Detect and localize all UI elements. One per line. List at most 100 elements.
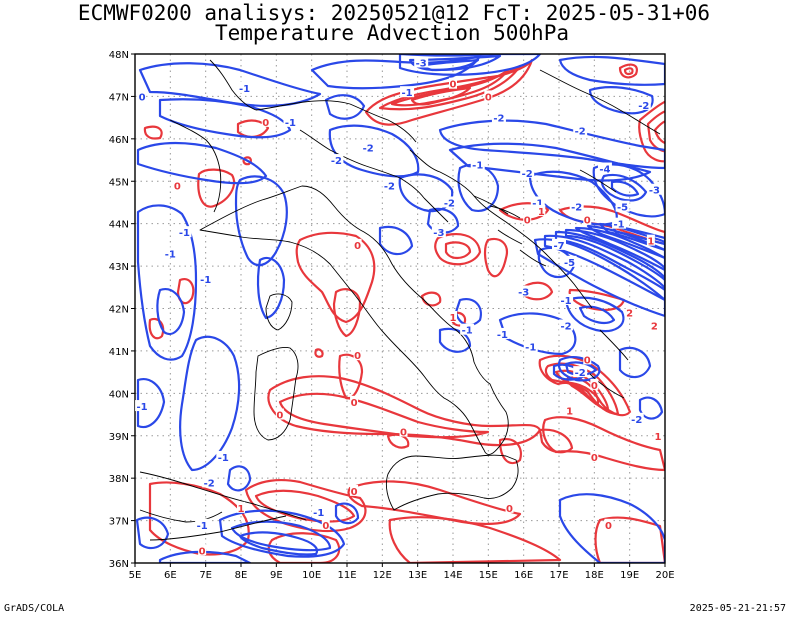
contour-label-background: [537, 204, 546, 216]
contour-label: -5: [617, 203, 628, 214]
negative-advection-contours: [135, 54, 665, 563]
contour-label-background: [431, 226, 446, 238]
contour-label: -7: [553, 241, 564, 252]
latitude-tick-label: 39N: [109, 432, 129, 443]
contour-label-background: [449, 77, 457, 89]
map-title-field: Temperature Advection 500hPa: [214, 21, 569, 45]
contour-label: -1: [179, 228, 190, 239]
contour-label-background: [460, 323, 475, 335]
contour-label-background: [569, 200, 584, 212]
contour-label: -1: [497, 330, 508, 341]
contour-label: 0: [354, 351, 361, 362]
contour-label-background: [353, 349, 362, 361]
latitude-tick-label: 43N: [109, 262, 129, 273]
longitude-tick-label: 6E: [164, 570, 177, 581]
contour-label-background: [573, 366, 588, 378]
contour-label-background: [484, 90, 493, 102]
latitude-tick-label: 47N: [109, 92, 129, 103]
contour-label: 0: [584, 355, 591, 366]
contour-label-background: [597, 162, 612, 174]
contour-label: 0: [450, 80, 457, 91]
contour-label-background: [650, 319, 659, 331]
contour-label-background: [138, 90, 147, 102]
footer-timestamp: 2025-05-21-21:57: [689, 603, 786, 614]
contour-label: 2: [651, 321, 658, 332]
longitude-tick-label: 16E: [514, 570, 533, 581]
longitude-tick-label: 19E: [620, 570, 639, 581]
contour-label: -2: [444, 198, 455, 209]
contour-label-background: [353, 238, 362, 250]
contour-label-background: [653, 429, 662, 441]
longitude-tick-label: 10E: [302, 570, 321, 581]
contour-label: -5: [564, 258, 575, 269]
contour-label-background: [573, 124, 588, 136]
lat-lon-grid: [135, 54, 665, 563]
contour-label-background: [615, 200, 630, 212]
contour-label: 0: [591, 381, 598, 392]
latitude-tick-label: 45N: [109, 177, 129, 188]
contour-label-background: [202, 476, 217, 488]
contour-label-background: [350, 484, 359, 496]
contour-label: 0: [400, 428, 407, 439]
contour-label: 0: [276, 411, 283, 422]
contour-label: -2: [571, 203, 582, 214]
contour-label-background: [559, 294, 574, 306]
contour-label: 1: [647, 237, 654, 248]
longitude-tick-label: 13E: [408, 570, 427, 581]
contour-label: 0: [605, 521, 612, 532]
contour-label-background: [562, 255, 577, 267]
latitude-tick-label: 44N: [109, 220, 129, 231]
coastlines-borders: [139, 59, 661, 541]
contour-label: 0: [351, 487, 358, 498]
longitude-tick-label: 5E: [129, 570, 142, 581]
contour-label-background: [399, 425, 408, 437]
contour-label: -2: [561, 321, 572, 332]
contour-label-background: [625, 306, 634, 318]
contour-label-background: [198, 272, 213, 284]
contour-label: -2: [522, 169, 533, 180]
contour-label-background: [382, 179, 397, 191]
contour-label: -1: [462, 326, 473, 337]
contour-label-background: [583, 213, 592, 225]
contour-label-background: [237, 501, 245, 513]
contour-label: -2: [638, 101, 649, 112]
contour-label-background: [590, 378, 599, 390]
contour-label: -2: [575, 368, 586, 379]
contour-label: 1: [566, 406, 573, 417]
contour-label-background: [177, 226, 192, 238]
contour-label-background: [361, 141, 376, 153]
contour-label: -1: [472, 160, 483, 171]
longitude-tick-label: 15E: [479, 570, 498, 581]
contour-label-background: [523, 340, 538, 352]
latitude-tick-label: 38N: [109, 474, 129, 485]
contour-label-background: [495, 327, 510, 339]
contour-label-background: [442, 196, 457, 208]
contour-label: -1: [239, 84, 250, 95]
latitude-tick-label: 42N: [109, 305, 129, 316]
contour-label-background: [311, 506, 326, 518]
contour-label: 0: [524, 215, 531, 226]
contour-label: -1: [200, 275, 211, 286]
contour-label: -1: [197, 521, 208, 532]
contour-label-background: [195, 518, 210, 530]
contour-label-background: [590, 450, 599, 462]
contour-label: -1: [532, 198, 543, 209]
contour-label: 0: [139, 92, 146, 103]
contour-label: -3: [649, 186, 660, 197]
contour-label: 0: [351, 398, 358, 409]
contour-label-background: [329, 154, 344, 166]
latitude-tick-label: 40N: [109, 389, 129, 400]
contour-label-background: [237, 81, 252, 93]
footer-software: GrADS/COLA: [4, 603, 65, 614]
contour-label: -2: [384, 181, 395, 192]
latitude-tick-label: 36N: [109, 559, 129, 570]
contour-label-background: [470, 158, 485, 170]
contour-label-background: [261, 115, 270, 127]
contour-label-background: [523, 213, 532, 225]
contour-label: 0: [506, 504, 513, 515]
contour-label-background: [163, 247, 178, 259]
longitude-tick-label: 12E: [373, 570, 392, 581]
contour-label-background: [135, 400, 150, 412]
longitude-tick-label: 18E: [585, 570, 604, 581]
